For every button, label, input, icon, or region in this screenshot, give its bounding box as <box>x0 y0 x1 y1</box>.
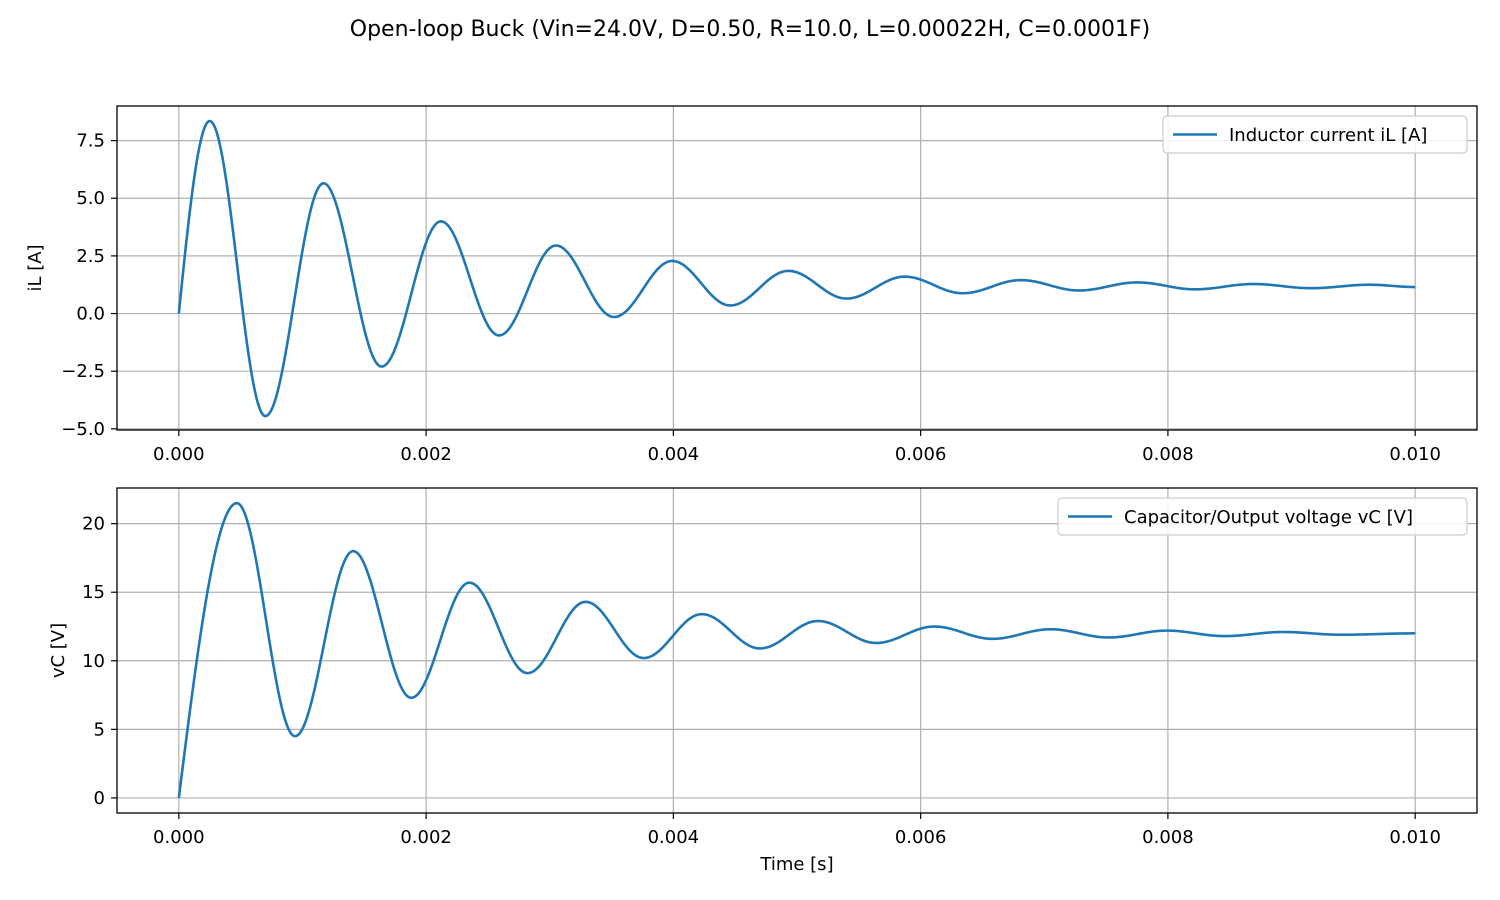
x-tick-label: 0.000 <box>153 827 205 848</box>
x-tick-label: 0.010 <box>1389 827 1441 848</box>
x-tick-label: 0.002 <box>400 827 452 848</box>
panel-inductor-current: 0.000 0.002 0.004 0.006 0.008 0.010 −5.0 −2.5 0.… <box>25 105 1478 465</box>
y-tick-label: 0.0 <box>76 304 105 325</box>
x-axis-label: Time [s] <box>759 854 833 875</box>
legend-label: Inductor current iL [A] <box>1229 125 1427 146</box>
y-tick-label: 10 <box>82 651 105 672</box>
x-tick-label: 0.004 <box>648 827 700 848</box>
figure-title: Open-loop Buck (Vin=24.0V, D=0.50, R=10.… <box>350 17 1150 42</box>
axes-frame <box>116 487 1478 814</box>
x-tick-label: 0.008 <box>1142 827 1194 848</box>
legend-label: Capacitor/Output voltage vC [V] <box>1124 507 1413 528</box>
y-tick-label: 2.5 <box>76 246 105 267</box>
y-tick-label: −2.5 <box>61 361 105 382</box>
series-line <box>177 501 1416 799</box>
series-line <box>177 119 1416 418</box>
x-tick-label: 0.002 <box>400 444 452 465</box>
legend: Capacitor/Output voltage vC [V] <box>1057 497 1468 536</box>
x-tick-label: 0.006 <box>895 827 947 848</box>
panel-capacitor-voltage: 0.000 0.002 0.004 0.006 0.008 0.010 0 5 10 15 20 vC… <box>48 487 1478 875</box>
legend-box <box>1057 497 1468 536</box>
x-tick-label: 0.006 <box>895 444 947 465</box>
y-axis-label: iL [A] <box>25 244 46 291</box>
legend-box <box>1162 115 1468 154</box>
x-tick-label: 0.004 <box>648 444 700 465</box>
y-tick-label: 5 <box>94 719 105 740</box>
x-tick-label: 0.008 <box>1142 444 1194 465</box>
legend: Inductor current iL [A] <box>1162 115 1468 154</box>
y-tick-label: 20 <box>82 514 105 535</box>
x-tick-label: 0.000 <box>153 444 205 465</box>
x-tick-label: 0.010 <box>1389 444 1441 465</box>
y-tick-label: 15 <box>82 582 105 603</box>
y-axis-label: vC [V] <box>48 623 69 678</box>
y-tick-label: −5.0 <box>61 419 105 440</box>
y-tick-label: 0 <box>94 788 105 809</box>
y-tick-label: 7.5 <box>76 131 105 152</box>
axes-frame <box>116 105 1478 431</box>
y-tick-label: 5.0 <box>76 188 105 209</box>
